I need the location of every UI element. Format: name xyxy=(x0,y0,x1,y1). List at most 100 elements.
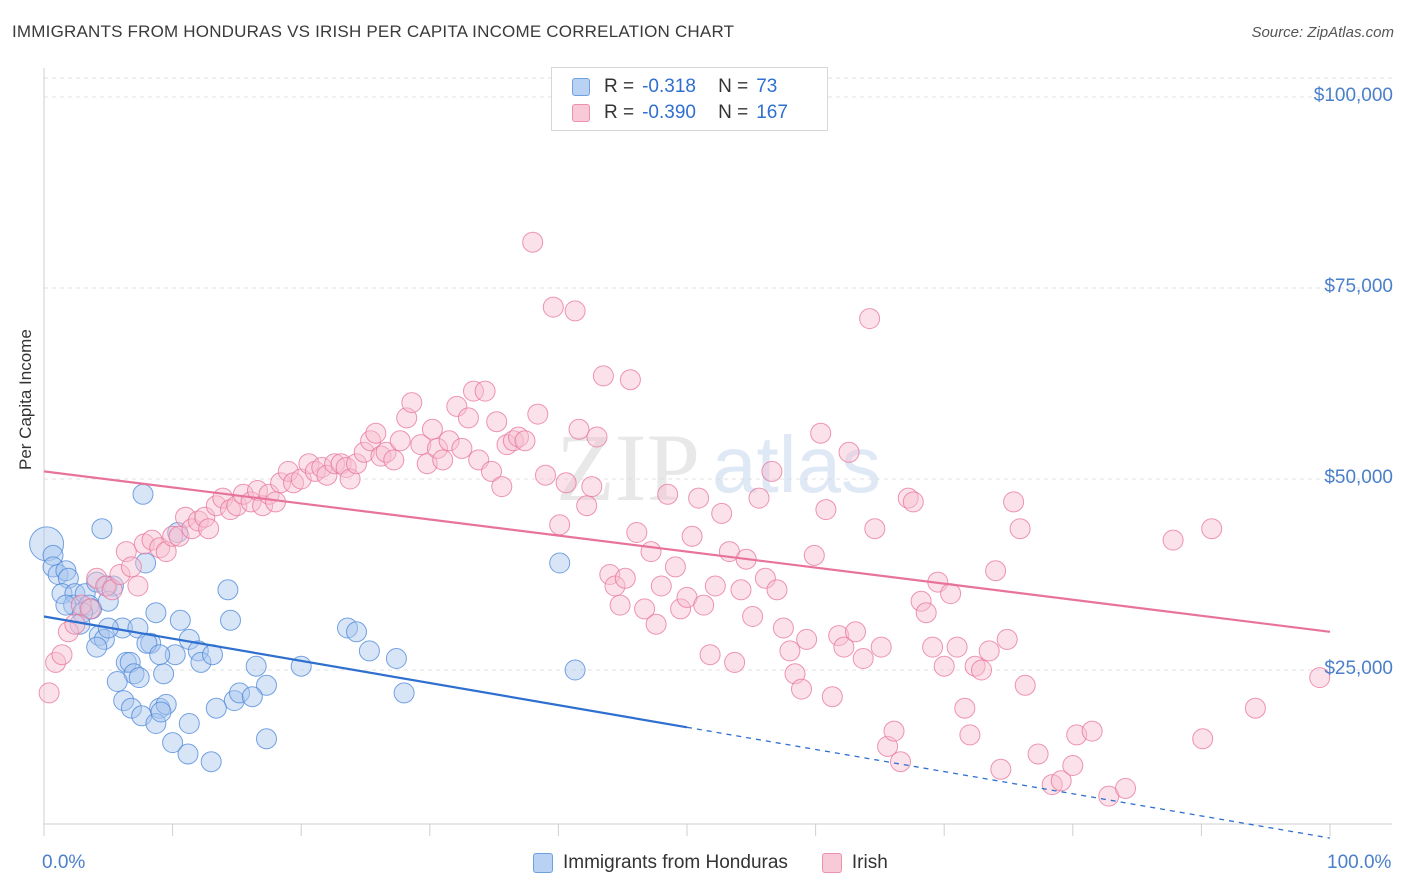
legend-r-value: -0.318 xyxy=(642,76,696,97)
data-point xyxy=(1162,529,1184,551)
data-point xyxy=(922,636,944,658)
data-point xyxy=(791,678,812,700)
data-point xyxy=(86,567,108,589)
data-point xyxy=(383,449,405,471)
data-point xyxy=(135,552,157,574)
data-point xyxy=(162,525,184,547)
legend-r-label: R = xyxy=(604,76,635,97)
series-legend-honduras: Immigrants from Honduras xyxy=(533,852,788,874)
watermark: ZIP atlas xyxy=(556,414,881,521)
data-point xyxy=(270,472,292,494)
data-point xyxy=(833,636,855,658)
data-point xyxy=(568,418,590,440)
data-point xyxy=(141,529,163,551)
data-point xyxy=(51,644,73,666)
data-point xyxy=(277,460,299,482)
data-point xyxy=(890,751,911,773)
data-point xyxy=(650,575,672,597)
data-point xyxy=(177,743,199,765)
data-point xyxy=(95,575,117,597)
data-point xyxy=(964,655,986,677)
data-point xyxy=(86,636,108,658)
data-point xyxy=(427,437,448,459)
data-point xyxy=(365,422,387,444)
x-tick-min: 0.0% xyxy=(42,852,86,873)
data-point xyxy=(681,525,703,547)
data-point xyxy=(599,564,621,585)
data-point xyxy=(761,460,783,482)
data-point xyxy=(51,583,73,605)
data-point xyxy=(815,499,837,521)
data-point xyxy=(79,598,101,620)
data-point xyxy=(845,621,866,643)
data-point xyxy=(779,640,801,662)
data-point xyxy=(153,663,175,685)
data-point xyxy=(864,518,886,540)
data-point xyxy=(194,506,216,528)
data-point xyxy=(542,296,564,318)
y-tick-label: $25,000 xyxy=(1324,658,1393,679)
data-point xyxy=(803,544,825,566)
data-point xyxy=(252,495,274,517)
data-point xyxy=(522,231,544,253)
watermark-zip: ZIP xyxy=(556,414,700,521)
data-point xyxy=(457,407,479,429)
data-point xyxy=(220,609,241,631)
legend-n-value: 167 xyxy=(756,102,788,123)
data-point xyxy=(1309,667,1331,689)
legend-swatch-irish xyxy=(572,104,590,122)
data-point xyxy=(614,567,636,589)
data-point xyxy=(711,502,733,524)
data-point xyxy=(481,460,502,482)
data-point xyxy=(416,453,438,475)
data-point xyxy=(586,426,608,448)
data-point xyxy=(576,495,598,517)
data-point xyxy=(609,594,631,616)
data-point xyxy=(113,690,135,712)
data-point xyxy=(217,579,239,601)
data-point xyxy=(91,518,113,540)
data-point xyxy=(564,300,586,322)
series-swatch-honduras xyxy=(533,853,553,873)
data-point xyxy=(393,682,415,704)
data-point xyxy=(109,564,131,585)
data-point xyxy=(592,365,614,387)
data-point xyxy=(360,430,382,452)
correlation-legend: R = -0.318 N = 73 R = -0.390 N = 167 xyxy=(551,67,828,131)
data-point xyxy=(828,625,850,647)
data-point xyxy=(699,644,721,666)
data-point xyxy=(693,594,715,616)
data-point xyxy=(754,567,776,589)
data-point xyxy=(688,487,710,509)
y-tick-label: $50,000 xyxy=(1324,467,1393,488)
chart-title: IMMIGRANTS FROM HONDURAS VS IRISH PER CA… xyxy=(12,22,735,41)
data-point xyxy=(106,671,128,692)
data-point xyxy=(821,686,843,708)
x-tick-max: 100.0% xyxy=(1327,852,1392,873)
data-point xyxy=(145,602,167,624)
data-point xyxy=(486,411,508,433)
data-point xyxy=(474,380,496,402)
data-point xyxy=(670,598,692,620)
data-point xyxy=(883,720,905,742)
data-point xyxy=(910,590,932,612)
data-point xyxy=(902,491,924,513)
data-point xyxy=(375,441,397,463)
series-label-honduras: Immigrants from Honduras xyxy=(563,852,788,873)
data-point xyxy=(514,430,536,452)
y-tick-label: $75,000 xyxy=(1324,276,1393,297)
data-point xyxy=(640,541,662,563)
axes xyxy=(43,68,1392,836)
data-point xyxy=(915,602,937,624)
data-point xyxy=(870,636,892,658)
y-tick-label: $100,000 xyxy=(1313,85,1393,106)
data-point xyxy=(555,472,577,494)
data-points xyxy=(29,231,1331,807)
data-point xyxy=(990,758,1012,780)
data-point xyxy=(389,430,411,452)
y-axis-label: Per Capita Income xyxy=(16,329,35,470)
data-point xyxy=(385,648,407,669)
data-point xyxy=(810,422,832,444)
data-point xyxy=(634,598,656,620)
data-point xyxy=(127,575,149,597)
